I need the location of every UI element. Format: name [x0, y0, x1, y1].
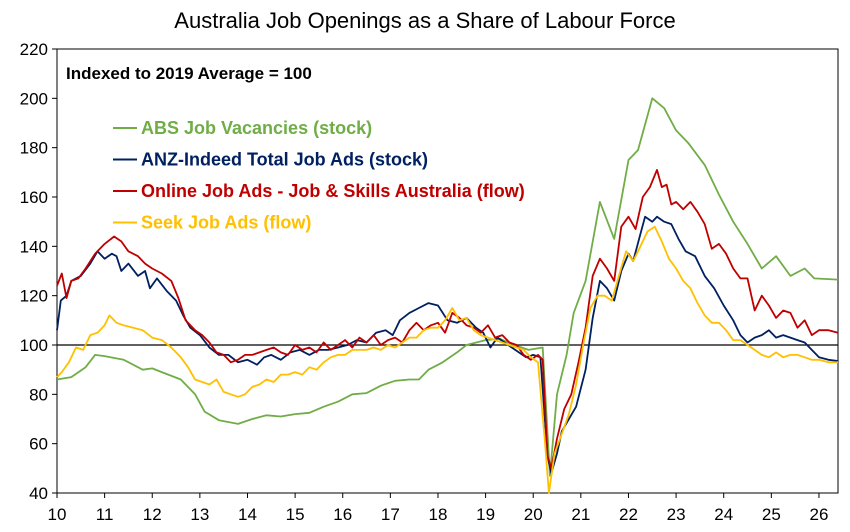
x-axis-tick-labels: 10 11 12 13 14 15 16 17 18 19 20 21 22 23 24 25 26: [48, 505, 829, 524]
x-tick-label: 24: [714, 505, 733, 524]
y-tick-label: 140: [20, 237, 48, 256]
legend-item-label: Online Job Ads - Job & Skills Australia …: [141, 181, 525, 201]
y-tick-label: 60: [29, 435, 48, 454]
x-tick-label: 17: [381, 505, 400, 524]
y-tick-label: 120: [20, 287, 48, 306]
y-tick-label: 160: [20, 188, 48, 207]
x-tick-label: 14: [238, 505, 257, 524]
y-tick-label: 80: [29, 385, 48, 404]
series-line-3: [56, 169, 839, 470]
x-tick-label: 20: [524, 505, 543, 524]
x-tick-label: 10: [48, 505, 67, 524]
x-tick-label: 25: [762, 505, 781, 524]
series-lines: [56, 97, 839, 494]
x-tick-label: 11: [96, 505, 114, 524]
x-tick-label: 16: [333, 505, 352, 524]
series-line-2: [56, 215, 839, 475]
y-axis-tick-labels: 40 60 80 100 120 140 160 180 200 220: [20, 40, 48, 503]
x-tick-label: 19: [476, 505, 495, 524]
legend: ABS Job Vacancies (stock) ANZ-Indeed Tota…: [113, 118, 525, 233]
x-tick-label: 26: [809, 505, 828, 524]
y-tick-label: 100: [20, 336, 48, 355]
y-tick-label: 200: [20, 89, 48, 108]
legend-item-label: ANZ-Indeed Total Job Ads (stock): [141, 150, 428, 170]
legend-item-label: ABS Job Vacancies (stock): [141, 118, 372, 138]
x-tick-label: 15: [286, 505, 305, 524]
legend-item-label: Seek Job Ads (flow): [141, 213, 311, 233]
chart-title: Australia Job Openings as a Share of Lab…: [174, 8, 676, 33]
x-tick-label: 13: [190, 505, 209, 524]
x-tick-label: 22: [619, 505, 638, 524]
x-tick-label: 12: [143, 505, 162, 524]
x-tick-label: 23: [667, 505, 686, 524]
x-tick-label: 21: [571, 505, 590, 524]
chart-subtitle: Indexed to 2019 Average = 100: [66, 64, 312, 83]
axis-ticks: [52, 48, 820, 498]
series-line-4: [56, 225, 838, 494]
plot-frame: [56, 48, 839, 494]
series-line-1: [56, 97, 839, 477]
y-tick-label: 40: [29, 484, 48, 503]
y-tick-label: 180: [20, 139, 48, 158]
plot-border: [56, 48, 839, 494]
y-tick-label: 220: [20, 40, 48, 59]
x-tick-label: 18: [429, 505, 448, 524]
